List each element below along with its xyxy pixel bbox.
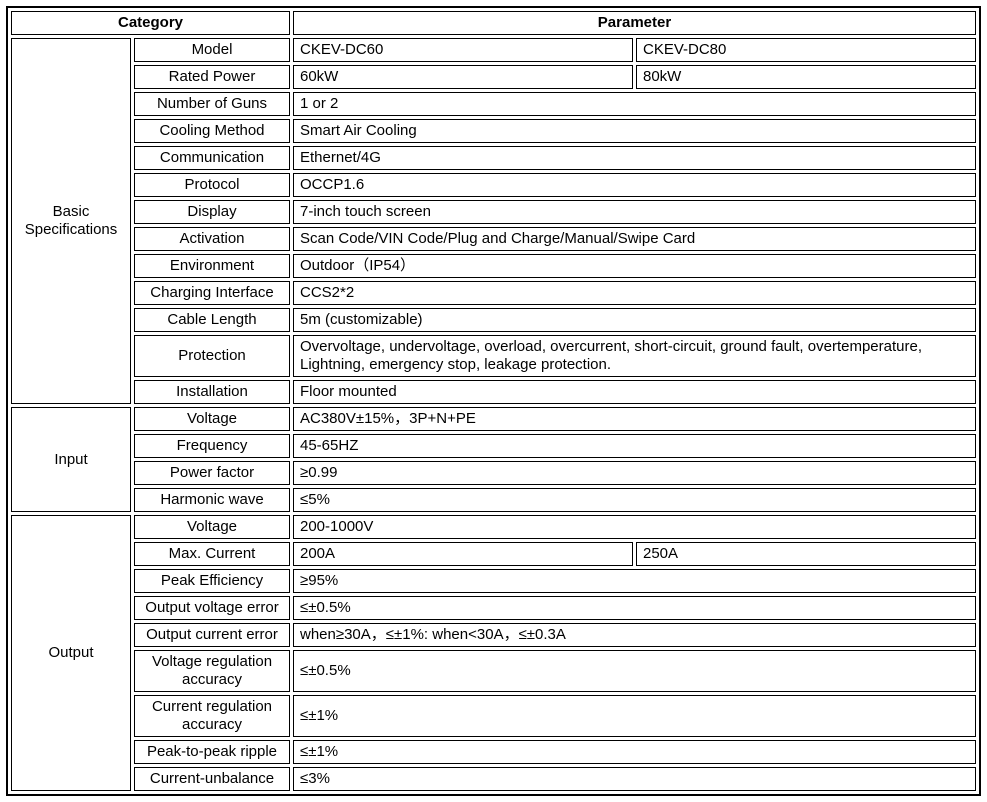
table-row-rated-power: Rated Power 60kW 80kW <box>11 65 976 89</box>
table-row-model: Basic Specifications Model CKEV-DC60 CKE… <box>11 38 976 404</box>
output-voltage-label: Voltage <box>134 515 290 539</box>
category-cell-basic-specifications: Basic Specifications <box>11 38 131 404</box>
number-of-guns-value: 1 or 2 <box>293 92 976 116</box>
output-voltage-error-label: Output voltage error <box>134 596 290 620</box>
spec-table: Category Parameter Basic Specifications … <box>6 6 981 796</box>
table-row-current-unbalance: Current-unbalance ≤3% <box>11 767 976 791</box>
installation-label: Installation <box>134 380 290 404</box>
output-current-error-label: Output current error <box>134 623 290 647</box>
communication-label: Communication <box>134 146 290 170</box>
frequency-label: Frequency <box>134 434 290 458</box>
table-row-charging-interface: Charging Interface CCS2*2 <box>11 281 976 305</box>
table-row-cable-length: Cable Length 5m (customizable) <box>11 308 976 332</box>
table-row-protocol: Protocol OCCP1.6 <box>11 173 976 197</box>
table-row-protection: Protection Overvoltage, undervoltage, ov… <box>11 335 976 377</box>
input-voltage-value: AC380V±15%，3P+N+PE <box>293 407 976 431</box>
power-factor-label: Power factor <box>134 461 290 485</box>
peak-to-peak-ripple-value: ≤±1% <box>293 740 976 764</box>
table-row-peak-to-peak-ripple: Peak-to-peak ripple ≤±1% <box>11 740 976 764</box>
table-row-output-voltage-error: Output voltage error ≤±0.5% <box>11 596 976 620</box>
category-column-header: Category <box>11 11 290 35</box>
current-unbalance-label: Current-unbalance <box>134 767 290 791</box>
table-row-output-current-error: Output current error when≥30A，≤±1%: when… <box>11 623 976 647</box>
table-row-display: Display 7-inch touch screen <box>11 200 976 224</box>
output-voltage-error-value: ≤±0.5% <box>293 596 976 620</box>
harmonic-wave-label: Harmonic wave <box>134 488 290 512</box>
table-row-voltage-regulation-accuracy: Voltage regulation accuracy ≤±0.5% <box>11 650 976 692</box>
table-row-activation: Activation Scan Code/VIN Code/Plug and C… <box>11 227 976 251</box>
harmonic-wave-value: ≤5% <box>293 488 976 512</box>
power-factor-value: ≥0.99 <box>293 461 976 485</box>
protection-label: Protection <box>134 335 290 377</box>
rated-power-value-dc60: 60kW <box>293 65 633 89</box>
table-row-cooling-method: Cooling Method Smart Air Cooling <box>11 119 976 143</box>
header-row: Category Parameter <box>11 11 976 35</box>
table-row-peak-efficiency: Peak Efficiency ≥95% <box>11 569 976 593</box>
input-voltage-label: Voltage <box>134 407 290 431</box>
peak-efficiency-label: Peak Efficiency <box>134 569 290 593</box>
model-value-dc80: CKEV-DC80 <box>636 38 976 62</box>
rated-power-label: Rated Power <box>134 65 290 89</box>
voltage-regulation-accuracy-label: Voltage regulation accuracy <box>134 650 290 692</box>
display-label: Display <box>134 200 290 224</box>
table-row-output-voltage: Output Voltage 200-1000V <box>11 515 976 791</box>
protocol-value: OCCP1.6 <box>293 173 976 197</box>
current-regulation-accuracy-value: ≤±1% <box>293 695 976 737</box>
table-row-communication: Communication Ethernet/4G <box>11 146 976 170</box>
environment-label: Environment <box>134 254 290 278</box>
output-voltage-value: 200-1000V <box>293 515 976 539</box>
charging-interface-value: CCS2*2 <box>293 281 976 305</box>
table-row-power-factor: Power factor ≥0.99 <box>11 461 976 485</box>
cooling-method-label: Cooling Method <box>134 119 290 143</box>
table-row-input-voltage: Input Voltage AC380V±15%，3P+N+PE <box>11 407 976 512</box>
current-unbalance-value: ≤3% <box>293 767 976 791</box>
activation-label: Activation <box>134 227 290 251</box>
model-value-dc60: CKEV-DC60 <box>293 38 633 62</box>
protocol-label: Protocol <box>134 173 290 197</box>
voltage-regulation-accuracy-value: ≤±0.5% <box>293 650 976 692</box>
activation-value: Scan Code/VIN Code/Plug and Charge/Manua… <box>293 227 976 251</box>
output-current-error-value: when≥30A，≤±1%: when<30A，≤±0.3A <box>293 623 976 647</box>
category-cell-output: Output <box>11 515 131 791</box>
cable-length-label: Cable Length <box>134 308 290 332</box>
charging-interface-label: Charging Interface <box>134 281 290 305</box>
installation-value: Floor mounted <box>293 380 976 404</box>
cable-length-value: 5m (customizable) <box>293 308 976 332</box>
frequency-value: 45-65HZ <box>293 434 976 458</box>
protection-value: Overvoltage, undervoltage, overload, ove… <box>293 335 976 377</box>
number-of-guns-label: Number of Guns <box>134 92 290 116</box>
table-row-harmonic-wave: Harmonic wave ≤5% <box>11 488 976 512</box>
table-row-number-of-guns: Number of Guns 1 or 2 <box>11 92 976 116</box>
table-row-current-regulation-accuracy: Current regulation accuracy ≤±1% <box>11 695 976 737</box>
parameter-column-header: Parameter <box>293 11 976 35</box>
peak-to-peak-ripple-label: Peak-to-peak ripple <box>134 740 290 764</box>
environment-value: Outdoor（IP54） <box>293 254 976 278</box>
model-label: Model <box>134 38 290 62</box>
current-regulation-accuracy-label: Current regulation accuracy <box>134 695 290 737</box>
table-row-frequency: Frequency 45-65HZ <box>11 434 976 458</box>
rated-power-value-dc80: 80kW <box>636 65 976 89</box>
display-value: 7-inch touch screen <box>293 200 976 224</box>
peak-efficiency-value: ≥95% <box>293 569 976 593</box>
table-row-environment: Environment Outdoor（IP54） <box>11 254 976 278</box>
max-current-value-dc60: 200A <box>293 542 633 566</box>
max-current-label: Max. Current <box>134 542 290 566</box>
category-cell-input: Input <box>11 407 131 512</box>
communication-value: Ethernet/4G <box>293 146 976 170</box>
table-row-max-current: Max. Current 200A 250A <box>11 542 976 566</box>
max-current-value-dc80: 250A <box>636 542 976 566</box>
table-row-installation: Installation Floor mounted <box>11 380 976 404</box>
cooling-method-value: Smart Air Cooling <box>293 119 976 143</box>
